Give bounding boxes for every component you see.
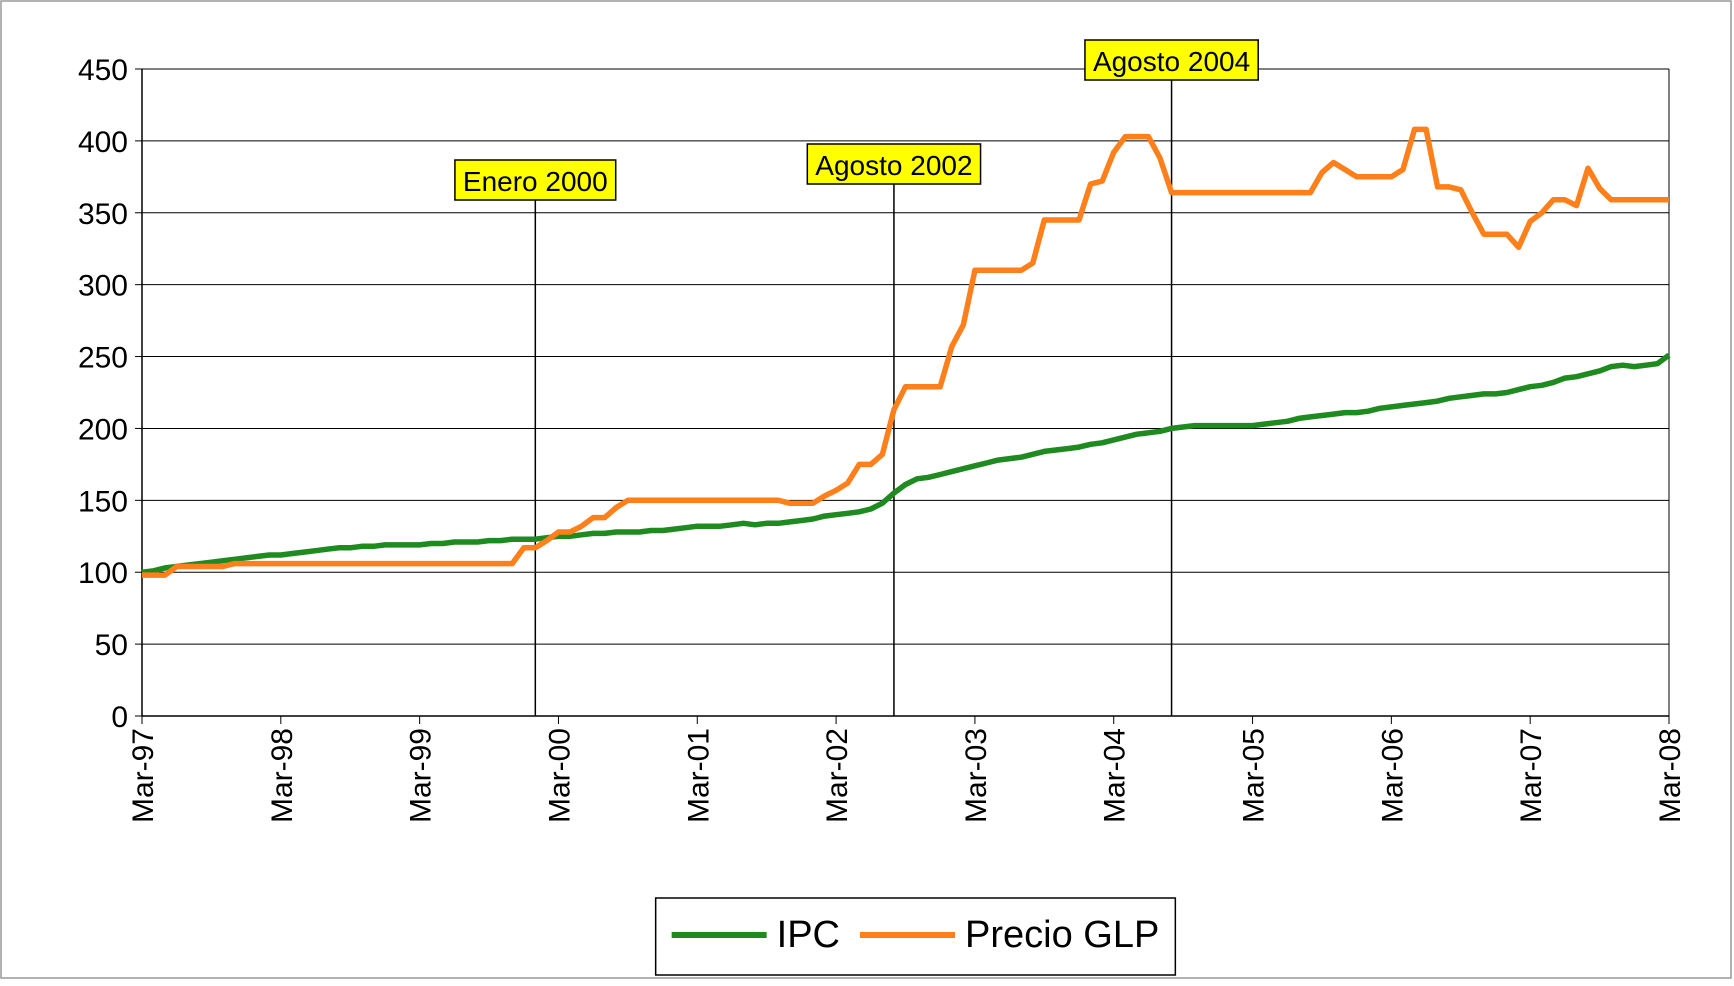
x-tick-label: Mar-97	[127, 728, 160, 823]
x-tick-label: Mar-03	[960, 728, 993, 823]
series-line	[141, 352, 1671, 575]
legend: IPC Precio GLP	[654, 897, 1177, 976]
annotation-label: Agosto 2002	[815, 150, 972, 181]
y-tick-label: 450	[78, 54, 128, 87]
series-line	[142, 126, 1669, 578]
annotation-label: Enero 2000	[463, 166, 608, 197]
y-tick-label: 250	[78, 342, 128, 375]
x-tick-label: Mar-02	[821, 728, 854, 823]
y-tick-label: 350	[78, 198, 128, 231]
annotation-label: Agosto 2004	[1093, 46, 1250, 77]
annotation-box	[454, 159, 617, 201]
legend-label: Precio GLP	[965, 914, 1159, 956]
y-tick-label: 150	[78, 485, 128, 518]
y-tick-label: 50	[95, 629, 128, 662]
annotation: Agosto 2002	[806, 143, 982, 716]
y-tick-label: 200	[78, 413, 128, 446]
annotation-box	[806, 143, 982, 185]
legend-label: IPC	[777, 914, 840, 956]
x-tick-label: Mar-04	[1099, 728, 1132, 823]
x-tick-label: Mar-98	[266, 728, 299, 823]
y-tick-label: 100	[78, 557, 128, 590]
x-tick-label: Mar-00	[543, 728, 576, 823]
x-tick-label: Mar-05	[1238, 728, 1271, 823]
annotation: Enero 2000	[454, 159, 617, 716]
x-tick-label: Mar-99	[405, 728, 438, 823]
x-tick-label: Mar-08	[1654, 728, 1687, 823]
y-tick-label: 300	[78, 270, 128, 303]
x-tick-label: Mar-01	[682, 728, 715, 823]
annotation: Agosto 2004	[1084, 39, 1259, 716]
x-tick-label: Mar-06	[1376, 728, 1409, 823]
y-tick-label: 400	[78, 126, 128, 159]
y-tick-label: 0	[111, 701, 128, 734]
x-tick-label: Mar-07	[1515, 728, 1548, 823]
